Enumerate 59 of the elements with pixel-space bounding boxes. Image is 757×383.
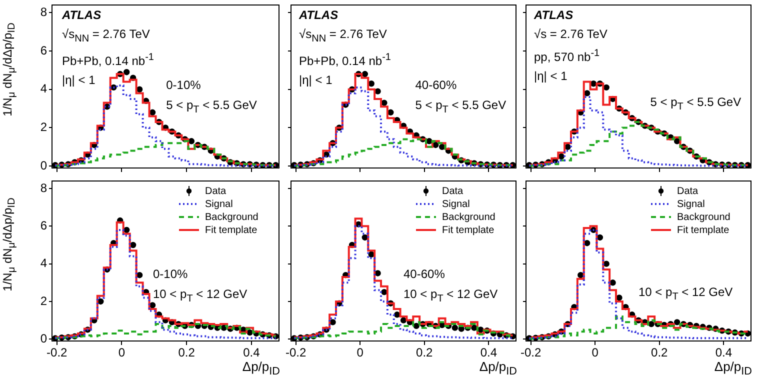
x-tick-label: 0.2: [416, 346, 434, 360]
x-axis-title: Δp/p$_{ID}$: [242, 358, 280, 380]
annotation: √s = 2.76 TeV: [534, 26, 608, 43]
annotation: 0-10%: [153, 266, 189, 283]
x-tick-label: 0.2: [178, 346, 196, 360]
y-tick-label: 4: [40, 82, 48, 96]
y-tick-label: 8: [40, 180, 48, 195]
x-tick-label: -0.2: [520, 346, 542, 360]
y-tick-label: 2: [40, 294, 48, 308]
x-tick-label: 0: [118, 346, 126, 360]
annotation: 40-60%: [415, 77, 458, 94]
annotation: |η| < 1: [62, 72, 96, 90]
annotation: 5 < p$_{T}$ < 5.5 GeV: [650, 94, 742, 114]
annotation: pp, 570 nb$^{-1}$: [534, 47, 601, 66]
x-tick-label: -0.2: [285, 346, 306, 360]
y-tick-label: 8: [40, 4, 48, 19]
annotation: |η| < 1: [299, 72, 334, 90]
x-tick-label: 0.4: [243, 346, 260, 360]
legend-label: Fit template: [205, 224, 258, 236]
legend-label: Background: [442, 212, 496, 223]
annotation: 10 < p$_{T}$ < 12 GeV: [153, 286, 248, 306]
y-tick-label: 0: [40, 331, 48, 346]
annotation: 5 < p$_{T}$ < 5.5 GeV: [166, 97, 257, 118]
x-tick-label: 0: [592, 346, 599, 360]
y-tick-label: 0: [40, 158, 48, 172]
annotation: Pb+Pb, 0.14 nb$^{-1}$: [62, 51, 154, 70]
x-axis-title: Δp/p$_{ID}$: [714, 358, 752, 380]
annotation: 0-10%: [166, 77, 202, 94]
legend-label: Fit template: [442, 224, 495, 236]
legend-label: Data: [205, 186, 227, 197]
y-tick-label: 6: [40, 218, 48, 232]
legend-label: Fit template: [677, 224, 730, 236]
legend-label: Signal: [677, 198, 705, 210]
annotation: 5 < p$_{T}$ < 5.5 GeV: [415, 97, 506, 118]
annotation: 10 < p$_{T}$ < 12 GeV: [404, 286, 498, 306]
y-tick-label: 4: [40, 256, 48, 270]
x-tick-label: 0: [356, 346, 364, 360]
annotation: ATLAS: [62, 7, 102, 24]
x-axis-title: Δp/p$_{ID}$: [479, 358, 517, 380]
y-tick-label: 6: [40, 43, 48, 58]
legend-label: Data: [677, 186, 699, 197]
annotation: 40-60%: [404, 266, 446, 283]
y-tick-label: 2: [40, 120, 48, 134]
legend-label: Data: [442, 186, 464, 197]
x-tick-label: 0.4: [480, 346, 498, 360]
x-tick-label: -0.2: [46, 346, 68, 360]
x-tick-label: 0.2: [651, 346, 668, 360]
annotation: √s$_{NN}$ = 2.76 TeV: [299, 26, 388, 46]
annotation: |η| < 1: [534, 68, 568, 85]
legend-label: Background: [205, 212, 258, 223]
annotation: √s$_{NN}$ = 2.76 TeV: [62, 26, 151, 46]
legend-label: Signal: [205, 198, 233, 210]
x-tick-label: 0.4: [715, 346, 732, 360]
annotation: ATLAS: [299, 7, 340, 24]
legend-label: Background: [677, 212, 730, 223]
annotation: Pb+Pb, 0.14 nb$^{-1}$: [299, 51, 391, 70]
annotation: ATLAS: [534, 7, 574, 24]
legend-label: Signal: [442, 198, 470, 210]
annotation: 10 < p$_{T}$ < 12 GeV: [638, 284, 733, 304]
